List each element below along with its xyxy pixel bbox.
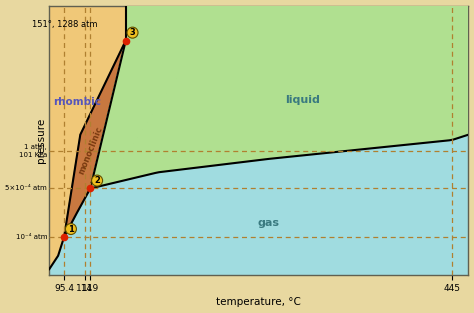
Text: monoclinic: monoclinic	[76, 126, 104, 176]
Text: 10⁻⁴ atm: 10⁻⁴ atm	[16, 234, 47, 240]
Text: rhombic: rhombic	[53, 97, 101, 107]
Polygon shape	[64, 40, 126, 237]
Text: 1: 1	[68, 224, 74, 233]
Y-axis label: pressure: pressure	[36, 117, 46, 163]
Text: 3: 3	[130, 28, 136, 37]
Text: 2: 2	[94, 176, 100, 185]
X-axis label: temperature, °C: temperature, °C	[217, 297, 301, 307]
Text: 1 atm,
101 KPa: 1 atm, 101 KPa	[19, 144, 47, 157]
Text: 151°, 1288 atm: 151°, 1288 atm	[32, 20, 98, 29]
Polygon shape	[49, 6, 126, 269]
Polygon shape	[90, 6, 468, 188]
Text: gas: gas	[258, 218, 280, 228]
Text: 5×10⁻⁴ atm: 5×10⁻⁴ atm	[5, 186, 47, 192]
Text: liquid: liquid	[285, 95, 319, 105]
